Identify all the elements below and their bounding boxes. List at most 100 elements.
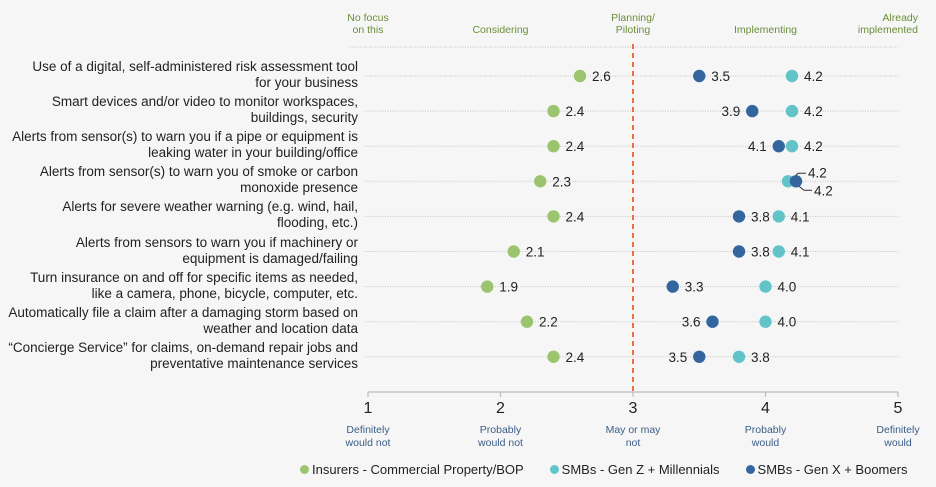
legend-label-genz: SMBs - Gen Z + Millennials xyxy=(561,462,720,477)
x-tick-description-line: would not xyxy=(345,437,391,449)
row-label-line: buildings, security xyxy=(250,110,358,126)
stage-label: Implementing xyxy=(721,12,811,36)
x-tick-label: 2 xyxy=(496,400,505,417)
dot-genz xyxy=(759,280,772,293)
dot-genz xyxy=(759,315,772,328)
row-label-line: Alerts from sensors to warn you if machi… xyxy=(75,234,358,250)
value-label-genz: 4.2 xyxy=(804,104,823,119)
dot-genz xyxy=(785,69,799,83)
x-tick-description: May or may not xyxy=(583,424,683,450)
x-tick-description-line: would xyxy=(751,437,780,449)
dot-insurers xyxy=(534,175,547,188)
row-label-line: Use of a digital, self-administered risk… xyxy=(32,59,358,74)
value-label-genx: 4.1 xyxy=(748,139,767,154)
row-label-line: “Concierge Service” for claims, on-deman… xyxy=(8,339,358,355)
stage-label: Planning/Piloting xyxy=(588,12,678,36)
value-label-insurers: 2.3 xyxy=(552,174,571,189)
row-label-line: Alerts from sensor(s) to warn you of smo… xyxy=(39,164,358,180)
dot-genx xyxy=(706,315,719,328)
row-label-line: Turn insurance on and off for specific i… xyxy=(30,269,358,285)
legend-item-genz: SMBs - Gen Z + Millennials xyxy=(549,462,720,477)
dot-insurers xyxy=(547,104,560,118)
value-label-insurers: 2.2 xyxy=(539,315,558,330)
dot-genx xyxy=(732,210,746,223)
value-label-insurers: 2.4 xyxy=(566,209,585,224)
stage-label: No focus on this xyxy=(323,12,413,36)
stage-label-line: Considering xyxy=(472,24,529,36)
row-label-line: flooding, etc.) xyxy=(276,215,358,231)
dot-genx xyxy=(789,175,803,188)
value-label-genx: 3.6 xyxy=(682,315,701,330)
dot-genx xyxy=(666,280,679,293)
row-label-line: weather and location data xyxy=(203,320,358,336)
value-label-genz: 4.2 xyxy=(804,69,823,84)
value-label-insurers: 2.4 xyxy=(566,139,585,154)
x-tick-label: 5 xyxy=(893,400,903,417)
dot-insurers xyxy=(547,350,560,363)
row-label-line: Alerts for severe weather warning (e.g. … xyxy=(62,199,358,215)
x-tick-description: Probably would not xyxy=(451,424,551,450)
stage-label-line: Implementing xyxy=(733,24,798,36)
dot-insurers xyxy=(520,315,534,328)
x-tick-description-line: Definitely xyxy=(876,424,920,436)
dot-genz xyxy=(732,350,746,363)
dot-genz xyxy=(785,104,799,118)
row-label-line: Smart devices and/or video to monitor wo… xyxy=(51,94,358,110)
stage-label-line: Already xyxy=(882,12,918,24)
row-label-line: like a camera, phone, bicycle, computer,… xyxy=(91,285,358,301)
value-label-insurers: 1.9 xyxy=(499,280,518,295)
dot-genz xyxy=(772,210,785,223)
value-label-genz: 4.1 xyxy=(791,209,810,224)
stage-label-line xyxy=(456,12,546,24)
row-label-line: for your business xyxy=(255,75,358,90)
stage-label: Already implemented xyxy=(838,12,918,36)
row-label-line: monoxide presence xyxy=(240,180,358,196)
legend-swatch-genz xyxy=(549,465,559,474)
x-tick-description-line: May or may xyxy=(605,424,661,436)
legend-item-insurers: Insurers - Commercial Property/BOP xyxy=(300,462,524,477)
dot-insurers xyxy=(481,280,494,293)
dot-genx xyxy=(772,140,785,153)
dot-genx xyxy=(732,245,746,258)
legend-item-genx: SMBs - Gen X + Boomers xyxy=(745,462,907,477)
dot-genz xyxy=(785,140,799,153)
legend-swatch-genx xyxy=(745,465,755,474)
stage-label: Considering xyxy=(456,12,546,36)
value-label-insurers: 2.4 xyxy=(566,350,585,365)
row-label-line: leaking water in your building/office xyxy=(148,145,358,161)
x-tick-description-line: Definitely xyxy=(346,424,390,436)
x-tick-description-line: Probably xyxy=(479,424,522,436)
dot-insurers xyxy=(573,69,587,83)
value-label-genx: 3.9 xyxy=(721,104,740,119)
x-tick-description-line: not xyxy=(625,437,641,449)
value-label-genz: 4.1 xyxy=(791,245,810,260)
value-label-genz: 3.8 xyxy=(751,350,770,365)
x-tick-description: Definitely would not xyxy=(318,424,418,450)
row-label-line: equipment is damaged/failing xyxy=(182,250,358,266)
x-tick-label: 4 xyxy=(761,400,770,417)
x-tick-description-line: would xyxy=(884,437,912,449)
row-label: Use of a digital, self-administered risk… xyxy=(0,59,358,91)
row-label: Smart devices and/or video to monitor wo… xyxy=(0,94,358,126)
value-label-genx: 3.5 xyxy=(711,69,730,84)
dot-genz xyxy=(772,245,785,258)
value-label-genx: 3.3 xyxy=(685,280,704,295)
legend: Insurers - Commercial Property/BOP SMBs … xyxy=(300,462,907,477)
x-tick-description: Probably would xyxy=(716,424,816,450)
value-label-genx: 3.8 xyxy=(751,245,770,260)
row-label: Alerts from sensor(s) to warn you if a p… xyxy=(0,129,358,161)
value-label-insurers: 2.6 xyxy=(592,69,611,84)
value-label-insurers: 2.1 xyxy=(526,245,545,260)
stage-label-line: No focus xyxy=(347,12,389,24)
value-label-insurers: 2.4 xyxy=(566,104,585,119)
dot-genx xyxy=(693,350,706,363)
row-label-line: preventative maintenance services xyxy=(150,355,358,371)
legend-swatch-insurers xyxy=(300,465,309,474)
stage-label-line: Piloting xyxy=(615,24,651,36)
row-label-line: Alerts from sensor(s) to warn you if a p… xyxy=(12,129,358,145)
row-label-line: Automatically file a claim after a damag… xyxy=(8,304,358,320)
dot-insurers xyxy=(547,210,560,223)
dot-insurers xyxy=(547,140,560,153)
value-label-genz: 4.2 xyxy=(804,139,823,154)
